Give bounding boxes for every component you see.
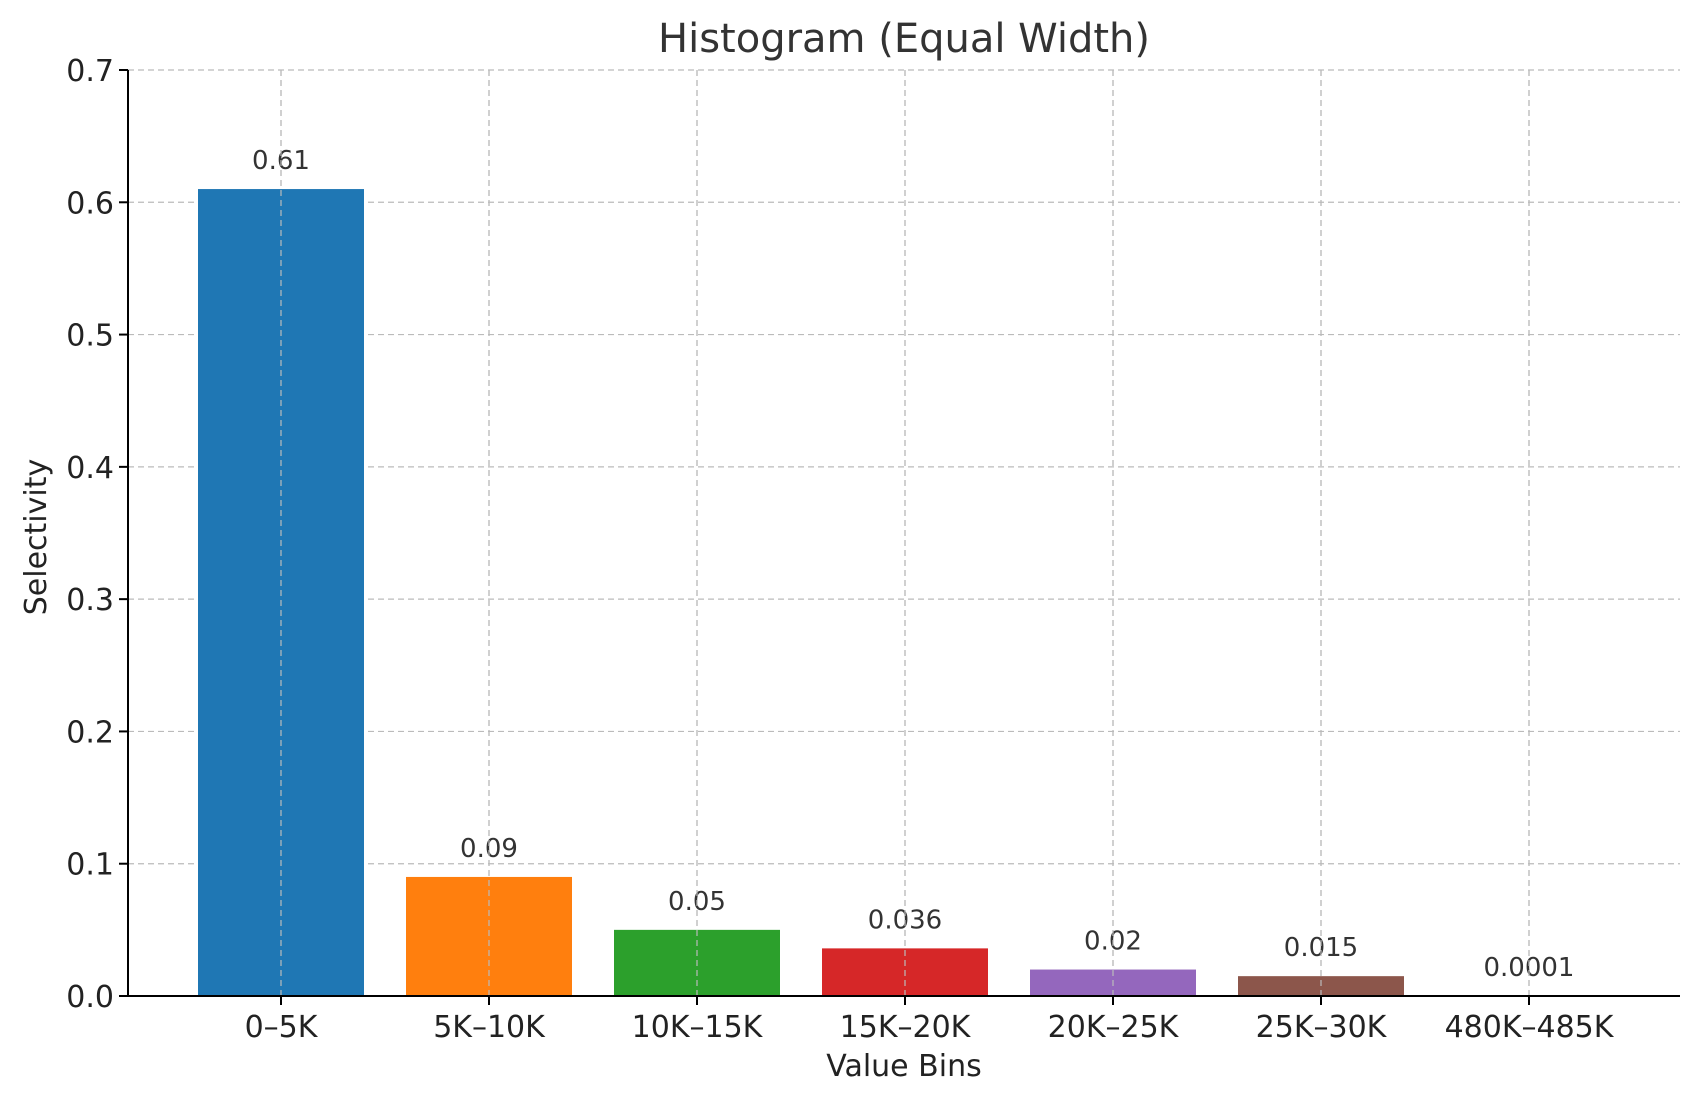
bar (406, 876, 572, 996)
x-tick-label: 480K–485K (1445, 1010, 1615, 1045)
y-tick-label: 0.6 (66, 186, 114, 221)
x-ticks-layer: 0–5K 5K–10K 10K–15K 15K–20K 20K–25K 25K–30K 48… (245, 996, 1615, 1045)
y-tick-label: 0.1 (66, 848, 114, 883)
y-tick-label: 0.4 (66, 451, 114, 486)
x-tick-label: 20K–25K (1048, 1010, 1180, 1045)
x-tick-label: 5K–10K (433, 1010, 546, 1045)
y-tick-label: 0.0 (66, 980, 114, 1015)
chart-title: Histogram (Equal Width) (658, 16, 1150, 62)
x-tick-label: 0–5K (245, 1010, 319, 1045)
y-tick-label: 0.2 (66, 715, 114, 750)
bar-value-label: 0.0001 (1484, 953, 1575, 983)
y-ticks-layer: 0.0 0.1 0.2 0.3 0.4 0.5 0.6 0.7 (66, 54, 128, 1015)
bar (1238, 976, 1404, 996)
bar-value-label: 0.09 (460, 834, 518, 864)
x-tick-label: 10K–15K (632, 1010, 764, 1045)
y-tick-label: 0.7 (66, 54, 114, 89)
bar-value-label: 0.015 (1284, 933, 1358, 963)
x-tick-label: 15K–20K (840, 1010, 972, 1045)
x-axis-label: Value Bins (826, 1049, 981, 1084)
y-tick-label: 0.5 (66, 319, 114, 354)
y-axis-label: Selectivity (19, 459, 54, 616)
x-tick-label: 25K–30K (1256, 1010, 1388, 1045)
y-tick-label: 0.3 (66, 583, 114, 618)
